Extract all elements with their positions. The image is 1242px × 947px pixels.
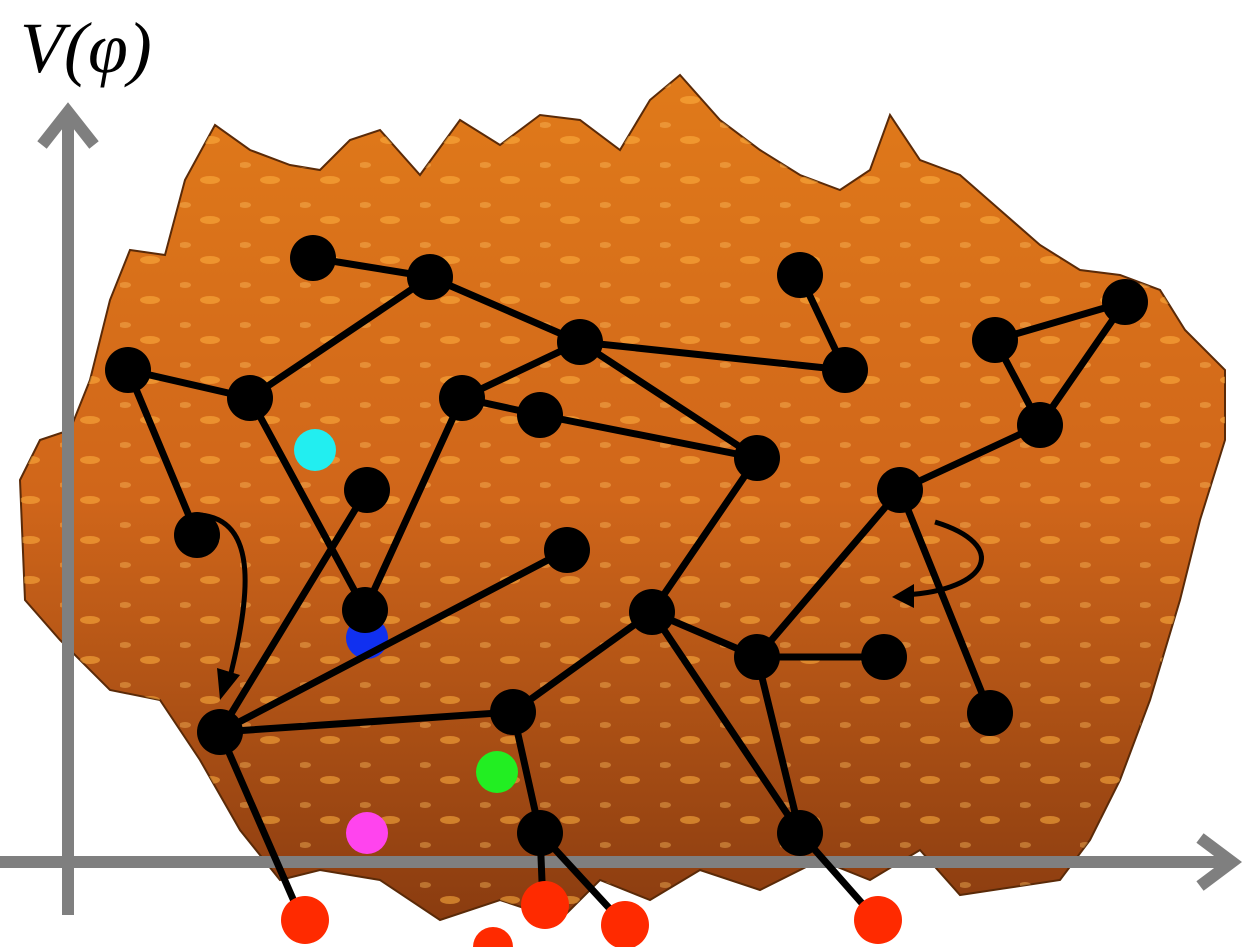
landscape-diagram: V(φ) <box>0 0 1242 947</box>
axis-label: V(φ) <box>20 8 152 88</box>
potential-landscape <box>20 75 1225 920</box>
